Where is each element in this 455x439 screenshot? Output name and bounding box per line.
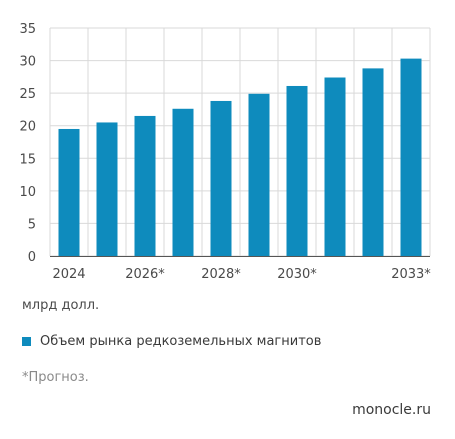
legend-label: Объем рынка редкоземельных магнитов: [40, 334, 322, 349]
bar: [96, 122, 118, 256]
x-tick-label: 2026*: [125, 267, 165, 282]
forecast-footnote: *Прогноз.: [22, 370, 89, 385]
legend: Объем рынка редкоземельных магнитов: [22, 334, 321, 349]
y-tick-label: 20: [19, 120, 36, 135]
x-tick-label: 2024: [52, 267, 85, 282]
y-tick-label: 15: [19, 152, 36, 167]
y-tick-label: 30: [19, 55, 36, 70]
bar-chart: 0 5 10 15 20 25 30 35 2024 2026* 2028* 2030* 2033*: [19, 22, 431, 282]
y-tick-label: 10: [19, 185, 36, 200]
unit-label: млрд долл.: [22, 298, 100, 313]
bar: [286, 85, 308, 256]
bar: [400, 58, 422, 256]
bar: [172, 108, 194, 256]
bar: [210, 100, 232, 257]
brand-watermark: monocle.ru: [352, 402, 431, 418]
x-tick-label: 2033*: [391, 267, 431, 282]
x-tick-label: 2030*: [277, 267, 317, 282]
bar: [134, 115, 156, 256]
bar: [362, 68, 384, 256]
legend-swatch: [22, 337, 31, 346]
x-tick-label: 2028*: [201, 267, 241, 282]
y-tick-label: 25: [19, 87, 36, 102]
y-tick-label: 5: [28, 217, 36, 232]
bar: [324, 77, 346, 256]
y-tick-label: 0: [28, 250, 36, 265]
bar: [248, 93, 270, 257]
bar: [58, 128, 80, 256]
y-tick-label: 35: [19, 22, 36, 37]
